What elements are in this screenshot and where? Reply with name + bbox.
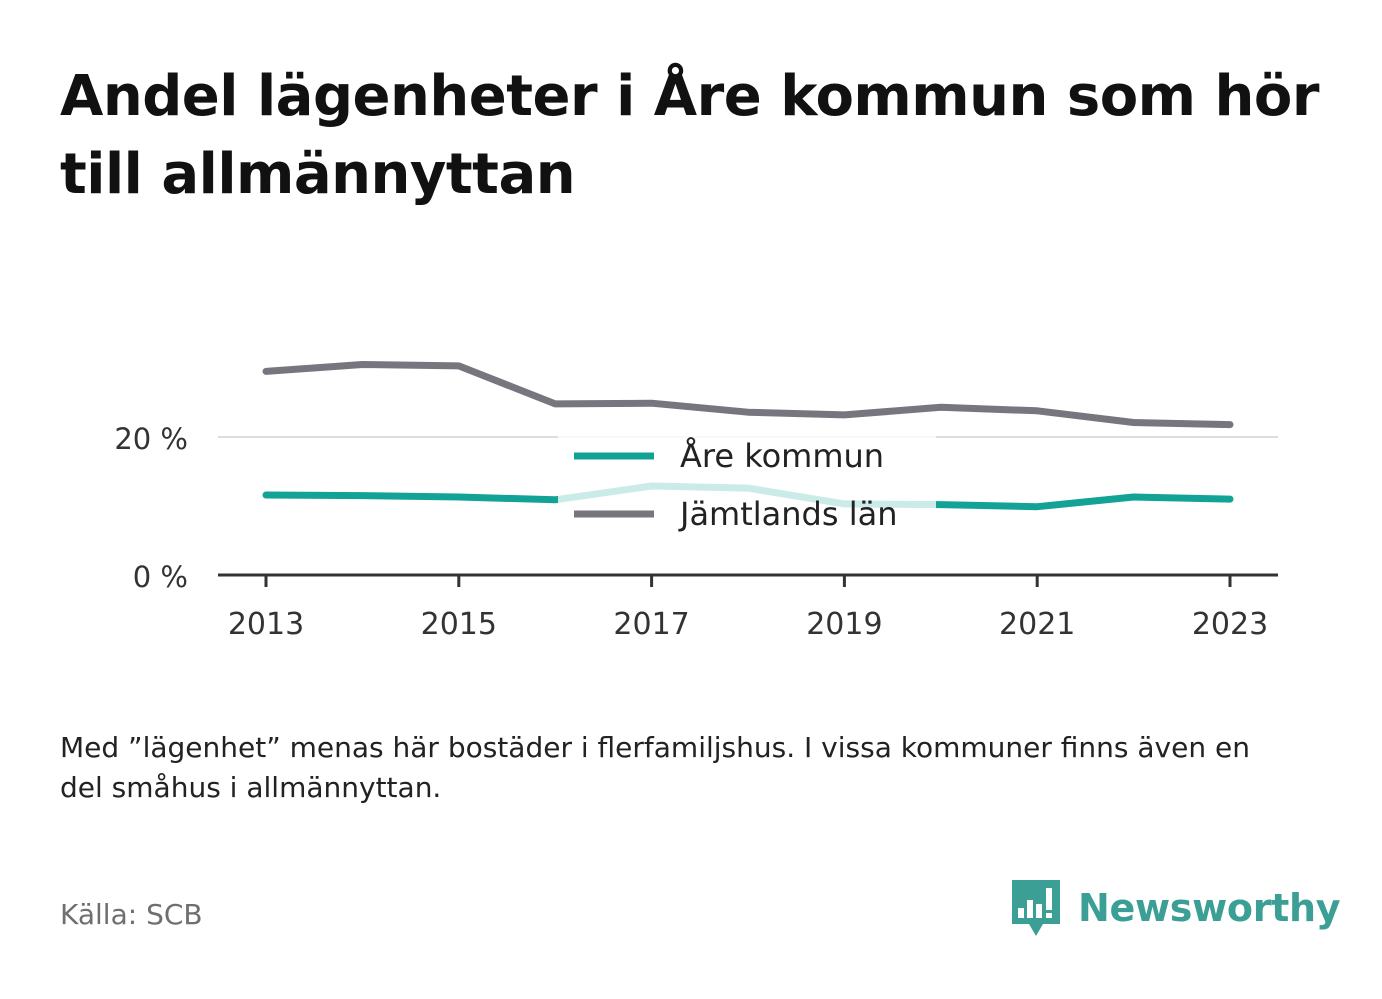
newsworthy-logo-icon <box>1012 880 1060 936</box>
x-tick-label: 2015 <box>421 607 497 642</box>
x-tick-label: 2021 <box>999 607 1075 642</box>
x-tick-label: 2013 <box>228 607 304 642</box>
brand: Newsworthy <box>1010 878 1341 938</box>
brand-name: Newsworthy <box>1078 886 1341 930</box>
y-tick-label: 0 % <box>133 560 188 594</box>
legend-label-0: Åre kommun <box>680 437 884 475</box>
axis-layer: 0 % 20 % 2013 2015 2017 2019 2021 2023 <box>114 422 1278 642</box>
legend: Åre kommun Jämtlands län <box>558 432 936 542</box>
x-tick-label: 2017 <box>613 607 689 642</box>
legend-label-1: Jämtlands län <box>678 495 897 533</box>
chart-note: Med ”lägenhet” menas här bostäder i fler… <box>60 731 1250 804</box>
x-tick-label: 2019 <box>806 607 882 642</box>
x-tick-label: 2023 <box>1192 607 1268 642</box>
source-label: Källa: SCB <box>60 898 203 931</box>
series-line-1 <box>262 361 1234 429</box>
legend-background <box>558 432 936 542</box>
chart-title: Andel lägenheter i Åre kommun som hör ti… <box>60 64 1319 207</box>
y-tick-label: 20 % <box>114 422 188 456</box>
